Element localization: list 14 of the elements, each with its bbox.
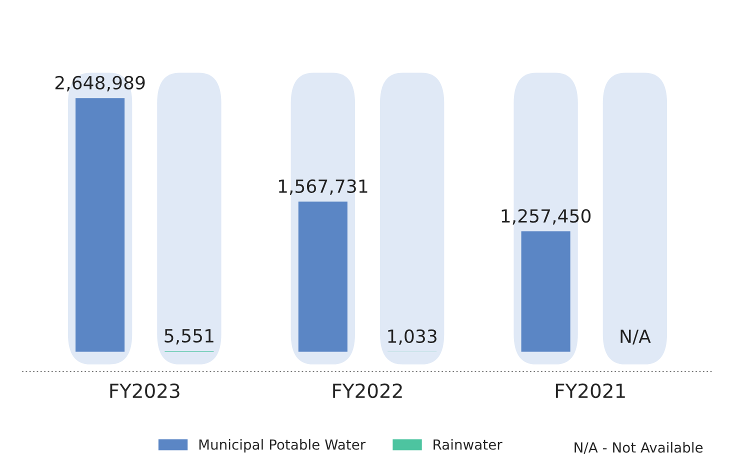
x-tick-label: FY2021 (556, 383, 625, 398)
data-label: 1,033 (388, 329, 436, 345)
legend-label: Municipal Potable Water (199, 439, 366, 452)
x-tick-label: FY2023 (110, 383, 180, 398)
legend-label: Rainwater (434, 439, 502, 450)
text: N/A (620, 330, 651, 345)
bar (298, 202, 348, 352)
data-label: 2,648,989 (55, 76, 145, 92)
x-tick-label: FY2022 (333, 383, 402, 398)
data-label: 1,257,450 (502, 209, 591, 225)
text: N/A - Not Available (574, 442, 703, 454)
bar (521, 231, 570, 352)
data-label: 5,551 (164, 329, 214, 344)
data-label: 1,567,731 (278, 179, 368, 195)
